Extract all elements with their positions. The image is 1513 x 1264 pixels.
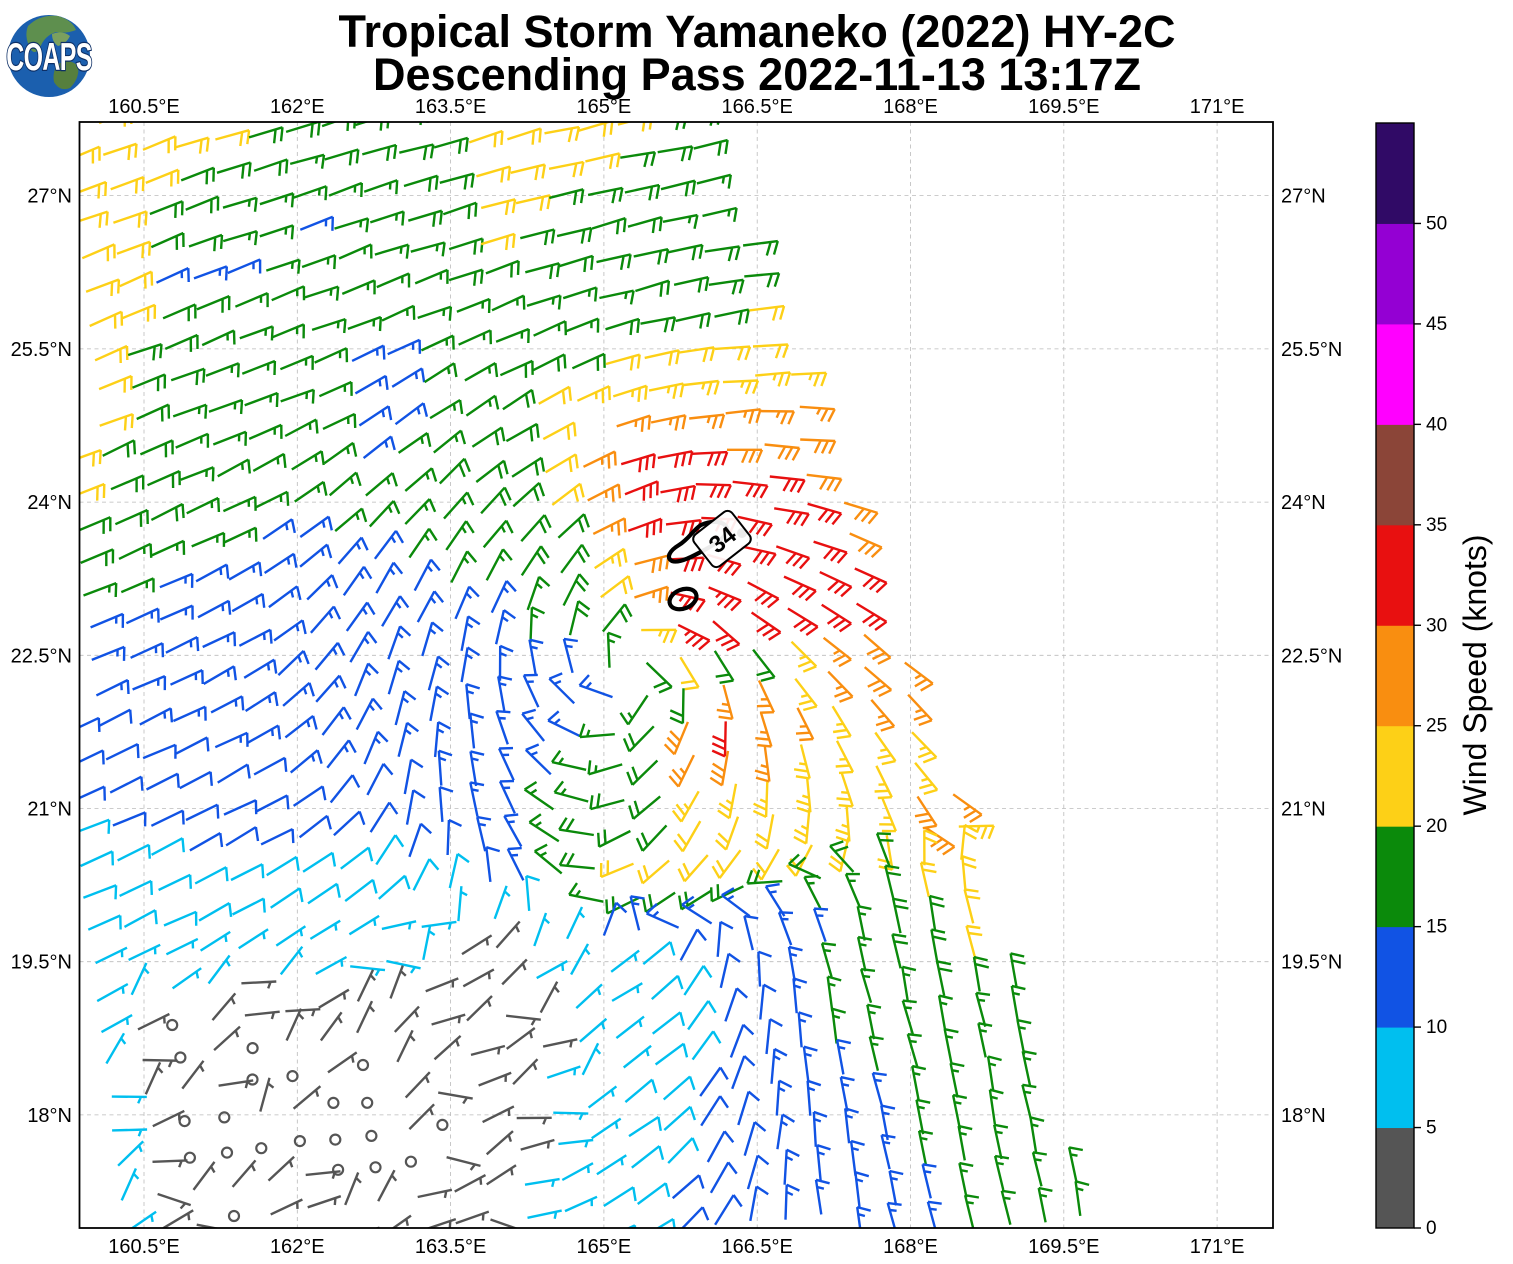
svg-text:10: 10 <box>1426 1017 1447 1038</box>
svg-text:18°N: 18°N <box>1281 1105 1326 1127</box>
svg-text:21°N: 21°N <box>1281 799 1326 821</box>
svg-text:COAPS: COAPS <box>6 34 92 78</box>
svg-text:25.5°N: 25.5°N <box>1281 339 1342 361</box>
svg-text:165°E: 165°E <box>577 96 632 118</box>
svg-text:40: 40 <box>1426 414 1447 435</box>
svg-text:19.5°N: 19.5°N <box>11 952 72 974</box>
svg-text:171°E: 171°E <box>1190 96 1245 118</box>
svg-text:163.5°E: 163.5°E <box>415 1236 486 1258</box>
svg-text:169.5°E: 169.5°E <box>1028 96 1099 118</box>
svg-text:24°N: 24°N <box>27 492 72 514</box>
svg-text:Tropical Storm Yamaneko (2022): Tropical Storm Yamaneko (2022) HY-2C <box>338 6 1175 57</box>
svg-text:25.5°N: 25.5°N <box>11 339 72 361</box>
svg-text:45: 45 <box>1426 314 1447 335</box>
svg-text:19.5°N: 19.5°N <box>1281 952 1342 974</box>
svg-text:5: 5 <box>1426 1118 1437 1139</box>
svg-text:162°E: 162°E <box>270 1236 325 1258</box>
svg-text:15: 15 <box>1426 917 1447 938</box>
svg-text:22.5°N: 22.5°N <box>1281 645 1342 667</box>
svg-text:168°E: 168°E <box>883 1236 938 1258</box>
svg-text:171°E: 171°E <box>1190 1236 1245 1258</box>
svg-text:25: 25 <box>1426 716 1447 737</box>
svg-text:166.5°E: 166.5°E <box>722 96 793 118</box>
svg-text:20: 20 <box>1426 816 1447 837</box>
svg-text:24°N: 24°N <box>1281 492 1326 514</box>
svg-text:166.5°E: 166.5°E <box>722 1236 793 1258</box>
svg-text:162°E: 162°E <box>270 96 325 118</box>
svg-text:21°N: 21°N <box>27 799 72 821</box>
svg-text:169.5°E: 169.5°E <box>1028 1236 1099 1258</box>
svg-text:Wind Speed (knots): Wind Speed (knots) <box>1457 534 1493 815</box>
svg-text:160.5°E: 160.5°E <box>108 96 179 118</box>
svg-text:22.5°N: 22.5°N <box>11 645 72 667</box>
svg-text:30: 30 <box>1426 615 1447 636</box>
svg-text:0: 0 <box>1426 1218 1437 1239</box>
svg-text:Descending Pass 2022-11-13 13:: Descending Pass 2022-11-13 13:17Z <box>373 49 1141 100</box>
svg-text:168°E: 168°E <box>883 96 938 118</box>
svg-text:165°E: 165°E <box>577 1236 632 1258</box>
svg-text:27°N: 27°N <box>1281 186 1326 208</box>
svg-text:27°N: 27°N <box>27 186 72 208</box>
svg-text:163.5°E: 163.5°E <box>415 96 486 118</box>
svg-text:160.5°E: 160.5°E <box>108 1236 179 1258</box>
svg-text:35: 35 <box>1426 515 1447 536</box>
svg-text:50: 50 <box>1426 213 1447 234</box>
svg-text:18°N: 18°N <box>27 1105 72 1127</box>
